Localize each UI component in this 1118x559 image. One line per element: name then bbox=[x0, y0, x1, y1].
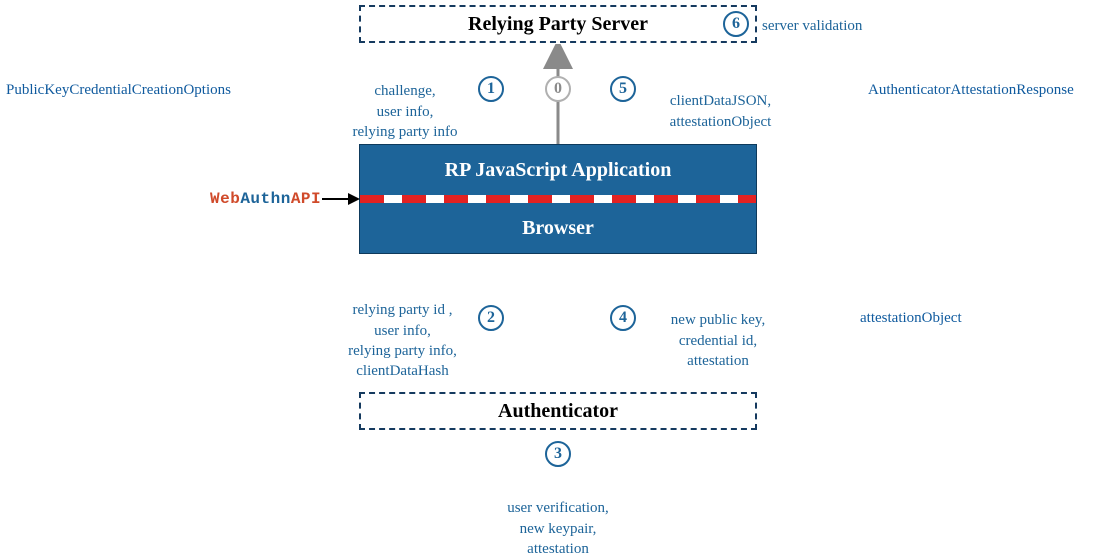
server-title: Relying Party Server bbox=[468, 13, 648, 36]
authenticator-box: Authenticator bbox=[359, 392, 757, 430]
step-4-circle: 4 bbox=[610, 305, 636, 331]
step-2-label: relying party id , user info, relying pa… bbox=[330, 280, 475, 381]
step-5-label: clientDataJSON, attestationObject bbox=[648, 71, 793, 132]
authenticator-title: Authenticator bbox=[498, 400, 618, 423]
step-6-circle: 6 bbox=[723, 11, 749, 37]
step-2-num: 2 bbox=[487, 309, 495, 327]
step-6-num: 6 bbox=[732, 15, 740, 33]
step-4-num: 4 bbox=[619, 309, 627, 327]
step-4-label: new public key, credential id, attestati… bbox=[648, 290, 788, 371]
browser-stack: RP JavaScript Application Browser bbox=[359, 144, 757, 254]
browser-box: Browser bbox=[360, 203, 756, 253]
webauthn-api-divider bbox=[360, 195, 756, 203]
right-side-label-1: AuthenticatorAttestationResponse bbox=[868, 82, 1074, 99]
step-5-num: 5 bbox=[619, 80, 627, 98]
step-1-label: challenge, user info, relying party info bbox=[340, 61, 470, 142]
step-0-circle: 0 bbox=[545, 76, 571, 102]
step-6-label: server validation bbox=[762, 16, 862, 36]
step-1-circle: 1 bbox=[478, 76, 504, 102]
webauthn-api-label: WebAuthnAPI bbox=[210, 190, 321, 208]
rp-app-box: RP JavaScript Application bbox=[360, 145, 756, 195]
webauthn-api-arrow bbox=[322, 190, 360, 208]
step-1-num: 1 bbox=[487, 80, 495, 98]
step-0-num: 0 bbox=[554, 80, 562, 98]
step-3-circle: 3 bbox=[545, 441, 571, 467]
browser-title: Browser bbox=[522, 217, 594, 240]
right-side-label-4: attestationObject bbox=[860, 310, 962, 327]
step-3-num: 3 bbox=[554, 445, 562, 463]
step-5-circle: 5 bbox=[610, 76, 636, 102]
rp-app-title: RP JavaScript Application bbox=[445, 159, 672, 182]
server-box: Relying Party Server bbox=[359, 5, 757, 43]
step-2-circle: 2 bbox=[478, 305, 504, 331]
left-side-label-1: PublicKeyCredentialCreationOptions bbox=[6, 82, 231, 99]
